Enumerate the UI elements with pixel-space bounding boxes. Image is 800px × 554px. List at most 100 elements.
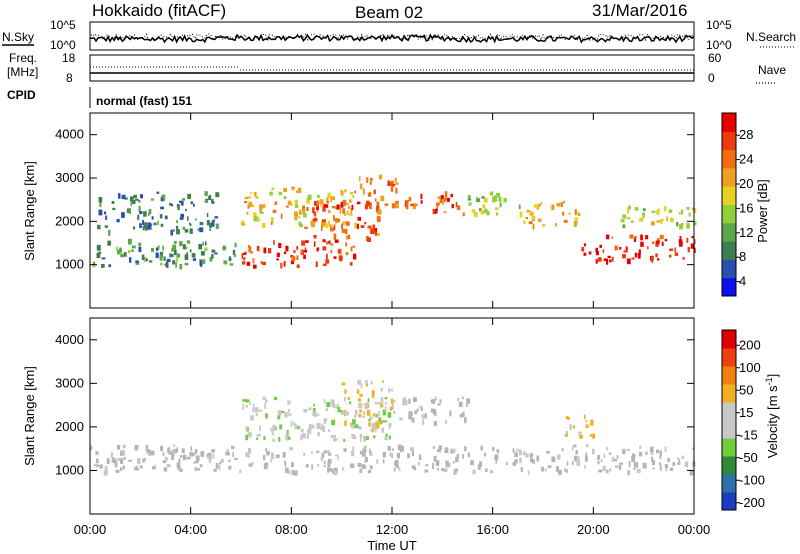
scatter-cell (595, 247, 598, 253)
scatter-cell (247, 196, 251, 199)
scatter-cell (659, 455, 662, 459)
scatter-cell (172, 444, 176, 447)
scatter-cell (145, 447, 148, 452)
power-y-axis: 1000 2000 3000 4000 (55, 127, 694, 272)
scatter-cell (165, 456, 168, 461)
scatter-cell (127, 238, 132, 245)
scatter-cell (347, 210, 349, 215)
scatter-cell (150, 450, 155, 456)
power-colorbar-label: Power [dB] (755, 179, 770, 243)
scatter-cell (327, 467, 330, 473)
scatter-cell (381, 427, 384, 433)
scatter-cell (348, 213, 353, 216)
scatter-cell (328, 209, 331, 213)
scatter-cell (345, 235, 349, 240)
scatter-cell (482, 204, 486, 209)
scatter-cell (490, 470, 493, 474)
scatter-cell (583, 252, 587, 256)
scatter-cell (659, 465, 662, 471)
scatter-cell (361, 464, 366, 469)
scatter-cell (179, 200, 182, 203)
scatter-cell (172, 229, 175, 232)
scatter-cell (371, 426, 374, 433)
scatter-cell (171, 454, 174, 460)
scatter-cell (323, 450, 327, 454)
scatter-cell (567, 416, 570, 420)
colorbar-segment (722, 366, 736, 385)
scatter-cell (204, 191, 208, 196)
scatter-cell (270, 458, 272, 463)
colorbar-segment (722, 456, 736, 475)
scatter-cell (242, 404, 244, 410)
scatter-cell (395, 182, 399, 185)
scatter-cell (439, 198, 443, 204)
x-tick-label: 04:00 (174, 522, 207, 537)
scatter-cell (551, 456, 556, 463)
scatter-cell (202, 259, 206, 264)
scatter-cell (248, 246, 252, 253)
scatter-cell (119, 467, 123, 471)
scatter-cell (316, 204, 319, 211)
scatter-cell (165, 261, 168, 268)
scatter-cell (399, 417, 403, 421)
scatter-cell (303, 453, 306, 456)
scatter-cell (669, 248, 673, 251)
scatter-cell (651, 241, 655, 244)
scatter-cell (139, 223, 142, 229)
scatter-cell (314, 235, 317, 239)
scatter-cell (672, 462, 676, 466)
scatter-cell (178, 458, 181, 465)
scatter-cell (400, 445, 405, 452)
scatter-cell (410, 447, 414, 452)
scatter-cell (441, 468, 444, 471)
scatter-cell (259, 425, 261, 431)
scatter-cell (473, 212, 478, 218)
nave-label: Nave (758, 63, 786, 77)
scatter-cell (445, 460, 448, 465)
scatter-cell (244, 251, 247, 255)
scatter-cell (323, 203, 326, 208)
scatter-cell (377, 209, 382, 215)
scatter-cell (262, 261, 266, 266)
scatter-cell (142, 458, 145, 463)
scatter-cell (226, 453, 231, 456)
scatter-cell (199, 221, 204, 226)
scatter-cell (440, 195, 444, 200)
colorbar-tick-label: 4 (739, 274, 746, 289)
scatter-cell (296, 425, 299, 430)
scatter-cell (336, 404, 339, 407)
colorbar-tick-label: 15 (739, 405, 753, 420)
colorbar-segment (722, 259, 736, 279)
scatter-cell (411, 465, 416, 469)
scatter-cell (271, 187, 275, 191)
scatter-cell (211, 249, 216, 253)
scatter-cell (574, 455, 577, 462)
scatter-cell (118, 193, 121, 199)
scatter-cell (249, 400, 251, 405)
scatter-cell (467, 452, 470, 458)
scatter-cell (376, 459, 379, 464)
scatter-cell (627, 207, 629, 214)
scatter-cell (358, 413, 361, 418)
scatter-cell (578, 431, 582, 436)
scatter-cell (241, 253, 244, 259)
scatter-cell (391, 398, 394, 404)
scatter-cell (347, 205, 351, 209)
scatter-cell (195, 460, 199, 464)
scatter-cell (288, 469, 291, 475)
scatter-cell (359, 468, 362, 474)
scatter-cell (117, 457, 121, 461)
scatter-cell (172, 244, 177, 251)
scatter-cell (293, 421, 296, 426)
velocity-frame (89, 317, 695, 515)
scatter-cell (104, 211, 107, 215)
scatter-cell (566, 461, 569, 466)
scatter-cell (206, 220, 210, 226)
scatter-cell (611, 236, 614, 239)
scatter-cell (143, 257, 147, 262)
scatter-cell (96, 464, 100, 468)
colorbar-tick-label: 200 (739, 337, 761, 352)
scatter-cell (391, 184, 396, 187)
scatter-cell (320, 424, 324, 430)
scatter-cell (644, 451, 648, 455)
